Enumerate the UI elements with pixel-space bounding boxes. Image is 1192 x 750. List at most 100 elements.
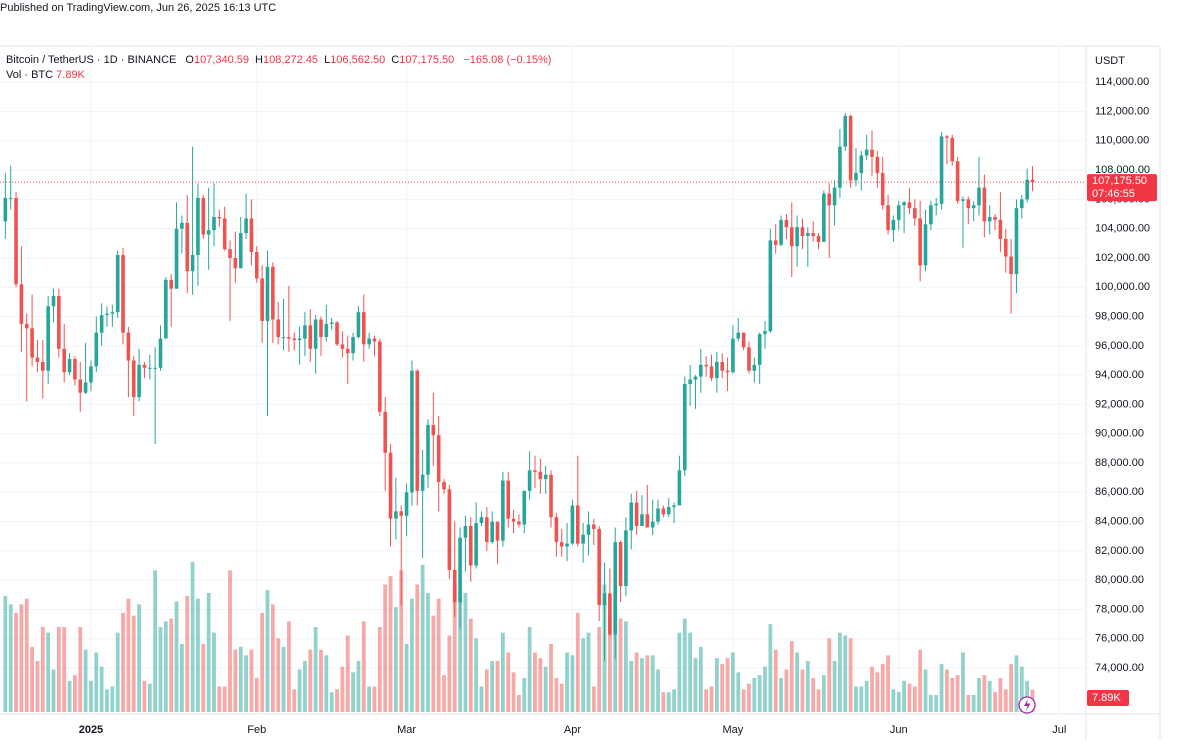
candle-body [880, 173, 885, 206]
volume-bar [420, 564, 425, 712]
volume-bar [506, 652, 511, 712]
candle-body [784, 219, 789, 228]
candle-body [180, 222, 184, 229]
volume-bar [206, 593, 211, 712]
candle-body [356, 312, 361, 338]
volume-bar [704, 689, 709, 712]
volume-bar [805, 661, 810, 712]
candle-body [848, 115, 853, 181]
candle-body [30, 328, 34, 358]
volume-bar [682, 618, 687, 712]
volume-bar [880, 663, 885, 712]
candle-body [822, 193, 826, 242]
candle-body [864, 149, 869, 156]
volume-pane [3, 561, 1035, 712]
volume-bar [634, 652, 639, 712]
volume-bar [233, 649, 238, 712]
volume-bar [254, 678, 259, 712]
volume-bar [854, 686, 858, 712]
volume-bar [340, 666, 345, 712]
candle-body [923, 224, 928, 266]
currency-label: USDT [1095, 55, 1125, 67]
volume-bar [131, 615, 136, 712]
candle-body [586, 524, 591, 535]
volume-bar [864, 680, 869, 712]
y-tick-label: 100,000.00 [1095, 281, 1150, 293]
volume-bar [14, 612, 18, 712]
candle-body [447, 489, 452, 570]
y-tick-label: 114,000.00 [1095, 76, 1149, 88]
candle-body [485, 517, 489, 543]
volume-bar [404, 644, 409, 712]
volume-bar [645, 655, 650, 712]
candle-body [987, 216, 992, 222]
candle-body [185, 222, 190, 272]
candle-body [78, 379, 83, 393]
legend-key: O [185, 54, 194, 66]
candle-body [222, 218, 227, 250]
legend-value: 108,272.45 [263, 54, 319, 66]
volume-bar [848, 638, 853, 712]
candle-body [313, 319, 318, 349]
volume-bar [816, 689, 821, 712]
candle-body [549, 474, 553, 518]
volume-bar [62, 627, 67, 712]
y-tick-label: 86,000.00 [1095, 486, 1144, 498]
volume-bar [35, 661, 40, 712]
candle-body [495, 521, 500, 541]
candle-body [656, 508, 660, 522]
candle-body [875, 156, 880, 174]
legend-key: C [391, 54, 400, 66]
x-tick-label: Jul [1052, 724, 1066, 736]
volume-bar [902, 680, 907, 712]
volume-bar [40, 627, 45, 712]
candle-body [570, 505, 575, 544]
volume-bar [388, 576, 393, 712]
candle-body [650, 521, 655, 528]
ohlc-legend: O107,340.59 H108,272.45 L106,562.50 C107,17… [179, 54, 454, 66]
volume-bar [426, 593, 430, 712]
volume-bar [329, 692, 334, 712]
volume-last-label: 7.89K [1092, 692, 1121, 704]
candle-body [913, 208, 917, 219]
candle-body [1014, 208, 1019, 275]
volume-bar [137, 604, 141, 712]
candle-body [8, 197, 13, 199]
volume-bar [629, 661, 634, 712]
candle-body [661, 508, 666, 515]
volume-bar [843, 635, 848, 712]
candle-body [73, 359, 77, 380]
legend-key: H [255, 54, 263, 66]
candle-body [217, 216, 222, 219]
candle-body [955, 161, 960, 201]
candle-body [388, 452, 393, 519]
candle-body [233, 257, 238, 269]
candle-body [24, 323, 29, 329]
candle-body [859, 155, 864, 174]
volume-bar [987, 680, 992, 712]
volume-bar [661, 692, 666, 712]
candle-body [565, 543, 569, 547]
volume-bar [265, 590, 270, 712]
legend-line: Bitcoin / TetherUS · 1D · BINANCE O107,3… [6, 54, 551, 66]
candle-body [704, 364, 708, 367]
candle-body [501, 480, 505, 541]
x-tick-label: Apr [564, 724, 581, 736]
volume-bar [479, 686, 484, 712]
volume-bar [94, 652, 99, 712]
volume-bar [549, 644, 553, 712]
candle-body [891, 219, 896, 231]
volume-bar [212, 632, 216, 712]
candle-body [458, 537, 462, 603]
volume-last-box [1087, 690, 1129, 706]
volume-bar [971, 695, 976, 712]
legend-value: 107,175.50 [399, 54, 455, 66]
volume-bar [640, 658, 644, 712]
volume-bar [399, 570, 404, 712]
volume-bar [3, 595, 8, 712]
volume-bar [624, 621, 628, 712]
volume-bar [896, 692, 901, 712]
candle-body [907, 202, 912, 209]
